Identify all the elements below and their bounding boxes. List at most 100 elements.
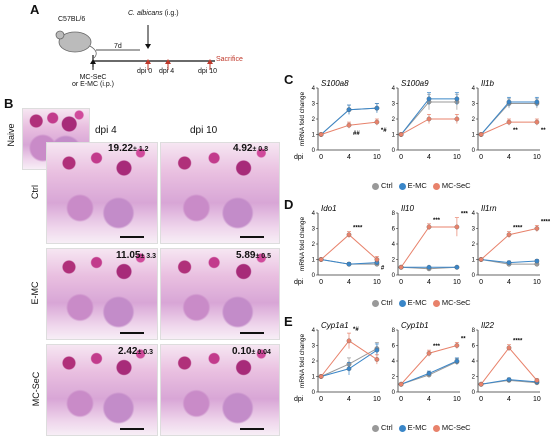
y-tick-label: 4	[472, 211, 476, 217]
chart-il22: 0 2 4 6 8 0 4 10 Il22 ****	[472, 321, 541, 403]
data-point	[318, 132, 324, 137]
y-tick-label: 0	[392, 148, 396, 154]
y-tick-label: 2	[392, 375, 396, 381]
data-point	[506, 377, 512, 382]
x-tick-label: 4	[507, 279, 511, 286]
x-tick-label: 10	[453, 279, 461, 286]
x-tick-label: 0	[399, 396, 403, 403]
y-tick-label: 2	[472, 117, 476, 123]
data-point	[318, 257, 324, 262]
x-tick-label: 10	[533, 279, 541, 286]
y-tick-label: 8	[472, 328, 476, 334]
data-point	[398, 132, 404, 137]
x-tick-label: 0	[479, 396, 483, 403]
data-point	[454, 224, 460, 230]
data-point	[398, 264, 404, 270]
significance-mark: ***	[433, 218, 441, 224]
x-tick-label: 10	[373, 154, 381, 161]
chart-title: Il22	[481, 321, 494, 330]
y-tick-label: 3	[472, 102, 476, 108]
x-tick-label: 4	[427, 396, 431, 403]
scale-bar	[240, 332, 264, 334]
y-tick-label: 0	[472, 390, 476, 396]
histology-ctrl-dpi10	[160, 142, 280, 244]
y-tick-label: 0	[312, 390, 316, 396]
y-tick-label: 2	[472, 375, 476, 381]
data-point	[478, 257, 484, 262]
data-point	[426, 371, 432, 376]
x-tick-label: 0	[319, 396, 323, 403]
legend-item-ctrl: Ctrl	[372, 298, 393, 307]
data-point	[534, 258, 540, 264]
data-point	[506, 119, 512, 125]
x-tick-label: 10	[453, 396, 461, 403]
y-tick-label: 4	[392, 86, 396, 92]
y-tick-label: 4	[392, 242, 396, 248]
y-tick-label: 4	[312, 328, 316, 334]
y-tick-label: 0	[392, 273, 396, 279]
data-point	[478, 381, 484, 387]
y-tick-label: 2	[312, 359, 316, 365]
data-point	[534, 378, 540, 383]
x-tick-label: 4	[347, 279, 351, 286]
scale-bar	[120, 332, 144, 334]
significance-mark: **	[513, 128, 518, 134]
col-header-dpi10: dpi 10	[190, 125, 218, 136]
data-point	[374, 105, 380, 111]
x-tick-label: 4	[427, 154, 431, 161]
infection-route: (i.g.)	[162, 10, 179, 17]
y-tick-label: 2	[312, 117, 316, 123]
y-tick-label: 4	[392, 359, 396, 365]
data-point	[454, 116, 460, 122]
y-axis-label: mRNA fold change	[299, 92, 306, 147]
y-tick-label: 4	[472, 86, 476, 92]
x-tick-label: 10	[533, 154, 541, 161]
chart-ido1: 0 1 2 3 4 0 4 10 Ido1 mRNA fold change dpi **** #	[294, 204, 385, 286]
chart-title: Cyp1a1	[321, 321, 349, 330]
chart-title: Il1b	[481, 79, 494, 88]
chart-title: Il1rn	[481, 204, 497, 213]
legend-item-mcsec: MC-SeC	[432, 298, 471, 307]
legend-c: Ctrl E-MC MC-SeC	[372, 181, 471, 190]
timepoint-0: dpi 0	[137, 68, 153, 75]
legend-item-mcsec: MC-SeC	[432, 181, 471, 190]
y-tick-label: 4	[472, 359, 476, 365]
scale-bar	[120, 236, 144, 238]
histology-mcsec-dpi4	[46, 344, 158, 436]
y-tick-label: 0	[312, 273, 316, 279]
data-point	[374, 357, 380, 362]
data-point	[426, 264, 432, 270]
data-point	[346, 366, 352, 372]
data-point	[454, 96, 460, 102]
y-tick-label: 3	[392, 102, 396, 108]
chart-il1rn: 0 1 2 3 4 0 4 10 Il1rn **** ****	[472, 204, 550, 286]
data-point	[346, 261, 352, 267]
significance-mark: ****	[513, 339, 523, 345]
data-point	[454, 343, 460, 348]
chart-cyp1a1: 0 1 2 3 4 0 4 10 Cyp1a1 mRNA fold change dpi *#	[294, 321, 381, 403]
chart-title: Il10	[401, 204, 414, 213]
panel-b-label: B	[4, 96, 14, 111]
x-tick-label: 0	[399, 154, 403, 161]
legend-item-ctrl: Ctrl	[372, 423, 393, 432]
emc-dpi4-value: 11.05± 3.3	[116, 250, 157, 261]
interval-label: 7d	[114, 43, 122, 50]
histology-emc-dpi4	[46, 248, 158, 340]
y-tick-label: 8	[392, 328, 396, 334]
panel-a-label: A	[30, 2, 40, 17]
y-axis-label: mRNA fold change	[299, 217, 306, 272]
significance-mark: ##	[353, 131, 360, 137]
legend-item-emc: E-MC	[398, 423, 427, 432]
y-tick-label: 4	[312, 211, 316, 217]
x-tick-label: 10	[373, 279, 381, 286]
ctrl-dpi4-value: 19.22± 1.2	[108, 143, 149, 154]
y-tick-label: 6	[392, 227, 396, 233]
strain-label: C57BL/6	[58, 16, 86, 23]
y-tick-label: 1	[312, 375, 316, 381]
data-point	[534, 226, 540, 231]
y-tick-label: 3	[312, 102, 316, 108]
chart-s100a8: 0 1 2 3 4 0 4 10 S100a8 mRNA fold change dpi ## *#	[294, 79, 387, 161]
chart-title: S100a9	[401, 79, 429, 88]
legend-e: Ctrl E-MC MC-SeC	[372, 423, 471, 432]
